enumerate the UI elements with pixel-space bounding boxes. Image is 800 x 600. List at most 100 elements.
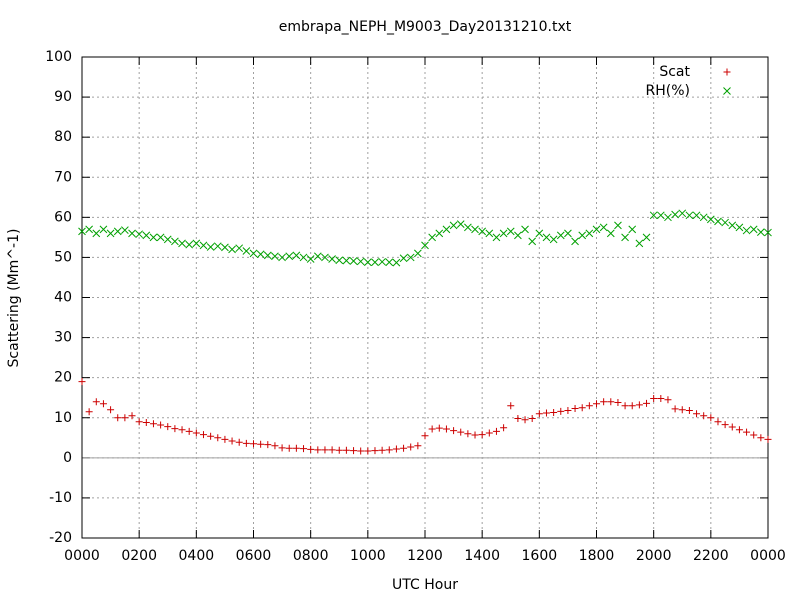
data-point <box>350 447 358 455</box>
y-tick-label: 100 <box>45 49 72 65</box>
data-point <box>521 416 529 424</box>
data-point <box>435 229 444 238</box>
data-point <box>592 225 601 234</box>
data-point <box>228 437 236 445</box>
data-point <box>621 402 629 410</box>
data-point <box>599 223 608 232</box>
y-tick-label: 20 <box>54 370 72 386</box>
data-point <box>706 215 715 224</box>
data-point <box>107 406 115 414</box>
data-point <box>535 410 543 418</box>
data-point <box>700 412 708 420</box>
data-point <box>606 229 615 238</box>
data-point <box>735 223 744 232</box>
data-point <box>693 410 701 418</box>
y-tick-label: 50 <box>54 249 72 265</box>
data-point <box>385 258 394 267</box>
data-point <box>464 223 472 232</box>
data-point <box>692 211 701 220</box>
y-axis-label: Scattering (Mm^-1) <box>6 229 22 368</box>
data-point <box>728 423 736 431</box>
data-point <box>714 217 722 226</box>
x-tick-label: 1000 <box>350 548 386 564</box>
data-point <box>299 253 308 262</box>
y-tick-label: 30 <box>54 330 72 346</box>
data-point <box>585 229 594 238</box>
data-point <box>321 253 329 262</box>
y-tick-label: 0 <box>63 450 72 466</box>
data-point <box>235 244 244 253</box>
data-point <box>449 221 458 230</box>
data-point <box>678 209 687 218</box>
y-tick-label: 10 <box>54 410 72 426</box>
data-point <box>671 210 679 219</box>
data-point <box>192 239 201 248</box>
data-point <box>171 425 179 433</box>
data-point <box>743 428 751 436</box>
data-point <box>414 249 422 258</box>
data-point <box>256 250 265 259</box>
data-point <box>514 415 522 423</box>
data-point <box>456 220 465 229</box>
data-point <box>314 446 322 454</box>
data-point <box>478 227 487 236</box>
data-point <box>728 221 737 230</box>
data-point <box>128 229 136 238</box>
data-point <box>635 239 644 248</box>
data-point <box>285 444 293 452</box>
data-point <box>149 420 157 428</box>
data-point <box>392 445 400 453</box>
data-point <box>657 395 665 403</box>
data-point <box>542 409 550 417</box>
data-point <box>635 401 643 409</box>
y-tick-label: 60 <box>54 209 72 225</box>
data-point <box>678 406 686 414</box>
data-point <box>578 404 586 412</box>
data-point <box>585 402 593 410</box>
data-point <box>564 407 572 415</box>
data-point <box>142 419 150 427</box>
data-point <box>378 446 386 454</box>
y-tick-label: 40 <box>54 290 72 306</box>
data-point <box>528 237 537 246</box>
x-tick-label: 1400 <box>464 548 500 564</box>
data-point <box>364 447 372 455</box>
data-point <box>656 211 665 220</box>
data-point <box>157 421 165 429</box>
data-point <box>464 430 472 438</box>
data-point <box>249 249 258 258</box>
data-point <box>399 254 408 263</box>
data-point <box>321 446 329 454</box>
data-point <box>92 398 100 406</box>
data-point <box>185 240 194 249</box>
data-point <box>207 432 215 440</box>
data-point <box>499 229 508 238</box>
data-point <box>278 444 286 452</box>
data-point <box>292 444 300 452</box>
x-tick-label: 1600 <box>522 548 558 564</box>
y-tick-label: 70 <box>54 169 72 185</box>
data-point <box>300 445 308 453</box>
data-point <box>650 395 658 403</box>
x-tick-label: 0200 <box>121 548 157 564</box>
legend-label: Scat <box>659 64 690 80</box>
data-point <box>214 434 222 442</box>
data-point <box>328 446 336 454</box>
data-point <box>714 418 722 426</box>
y-tick-label: 90 <box>54 89 72 105</box>
data-point <box>621 233 629 242</box>
data-point <box>571 405 579 413</box>
data-point <box>742 226 751 235</box>
x-tick-label: 0800 <box>293 548 329 564</box>
data-point <box>557 407 565 415</box>
data-point <box>500 424 508 432</box>
data-point <box>378 257 386 266</box>
data-point <box>385 446 393 454</box>
data-point <box>478 431 486 439</box>
legend-marker <box>723 68 731 76</box>
data-point <box>750 431 758 439</box>
data-point <box>313 252 322 261</box>
data-point <box>414 442 422 450</box>
data-point <box>471 225 479 234</box>
chart-title: embrapa_NEPH_M9003_Day20131210.txt <box>279 19 572 35</box>
